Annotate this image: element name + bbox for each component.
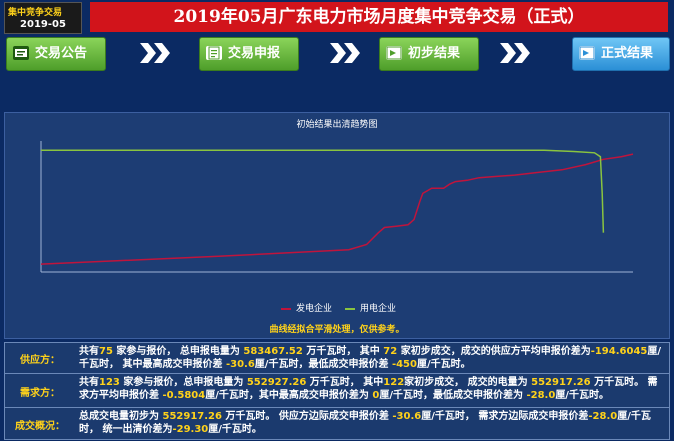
header: 集中竞争交易 2019-05 2019年05月广东电力市场月度集中竞争交易（正式… [0,0,674,34]
chart-title: 初始结果出清趋势图 [296,120,378,130]
summary-text: 万千瓦时。 需求方平均申报价差 [79,377,658,401]
highlight-value: -29.30 [172,424,209,435]
chart-note: 曲线经拟合平滑处理，仅供参考。 [269,325,405,335]
summary-table: 供应方： 共有75 家参与报价， 总申报电量为 583467.52 万千瓦时， … [4,342,670,440]
highlight-value: -28.0 [588,411,618,422]
summary-text: 共有 [79,346,99,357]
chevron-right-icon [330,43,360,63]
row-text: 总成交电量初步为 552917.26 万千瓦时。 供应方边际成交申报价差 -30… [79,410,665,436]
step-label: 交易公告 [35,46,88,61]
step-label: 正式结果 [601,46,654,61]
chevron-right-icon [140,43,170,63]
demand-series-line [41,149,605,233]
summary-text: 总成交电量初步为 [79,411,163,422]
title-bar: 2019年05月广东电力市场月度集中竞争交易（正式） [90,2,668,32]
step-preliminary-result-button[interactable]: 初步结果 [379,37,479,71]
result-icon [386,46,402,60]
chart-panel: 初始结果出清趋势图 发电企业 用电企业 曲线经拟合平滑处理，仅供参考。 [4,112,670,339]
trend-chart [40,141,634,273]
step-label: 初步结果 [408,46,461,61]
badge-date-label: 2019-05 [20,19,66,30]
summary-text: 万千瓦时， 其中 [302,346,384,357]
highlight-value: 552917.26 [531,377,591,388]
summary-row-deal: 成交概况： 总成交电量初步为 552917.26 万千瓦时。 供应方边际成交申报… [5,407,669,440]
badge-top-label: 集中竞争交易 [8,8,63,18]
row-text: 共有75 家参与报价， 总申报电量为 583467.52 万千瓦时， 其中 72… [79,345,665,371]
highlight-value: 72 [383,346,398,357]
result-icon [579,46,595,60]
highlight-value: 583467.52 [243,346,303,357]
step-final-result-button[interactable]: 正式结果 [572,37,670,71]
page-title: 2019年05月广东电力市场月度集中竞争交易（正式） [173,7,585,27]
document-icon [206,46,222,60]
summary-row-demand: 需求方： 共有123 家参与报价，总申报电量为 552927.26 万千瓦时， … [5,373,669,408]
summary-text: 万千瓦时， 其中 [306,377,384,388]
legend-label: 用电企业 [360,304,397,314]
highlight-value: -0.5804 [162,390,206,401]
highlight-value: 552927.26 [246,377,307,388]
highlight-value: 123 [99,377,120,388]
summary-text: 家初步成交，成交的供应方平均申报价差为 [397,346,591,357]
row-label: 供应方： [20,354,60,366]
row-text: 共有123 家参与报价，总申报电量为 552927.26 万千瓦时， 其中122… [79,376,665,402]
summary-text: 厘/千瓦时。 [555,390,609,401]
step-trade-notice-button[interactable]: 交易公告 [6,37,106,71]
summary-text: 厘/千瓦时，最低成交申报价差为 [379,390,527,401]
summary-text: 厘/千瓦时。 [208,424,262,435]
supply-series-line [40,153,634,265]
step-trade-declare-button[interactable]: 交易申报 [199,37,299,71]
highlight-value: 122 [383,377,405,388]
highlight-value: -28.0 [526,390,556,401]
summary-text: 厘/千瓦时，最低成交申报价差 [254,359,392,370]
highlight-value: 552917.26 [162,411,222,422]
summary-text: 厘/千瓦时，其中最高成交申报价差为 [205,390,373,401]
legend-item-demand: 用电企业 [345,301,396,314]
summary-text: 厘/千瓦时， 需求方边际成交申报价差 [421,411,589,422]
notice-icon [13,46,29,60]
summary-text: 厘/千瓦时。 [416,359,471,370]
summary-row-supply: 供应方： 共有75 家参与报价， 总申报电量为 583467.52 万千瓦时， … [5,343,669,373]
row-label: 需求方： [20,387,60,399]
summary-text: 万千瓦时。 供应方边际成交申报价差 [221,411,393,422]
legend-swatch [345,307,355,310]
highlight-value: -30.6 [392,411,422,422]
summary-text: 家参与报价， 总申报电量为 [112,346,244,357]
legend-label: 发电企业 [296,304,333,314]
summary-text: 家初步成交， 成交的电量为 [404,377,532,388]
row-label: 成交概况： [15,420,65,432]
summary-text: 厘/千瓦时， 统一出清价差为 [79,411,651,435]
highlight-value: -30.6 [225,359,255,370]
highlight-value: 75 [99,346,113,357]
highlight-value: -450 [391,359,417,370]
highlight-value: -194.6045 [590,346,648,357]
trade-type-badge: 集中竞争交易 2019-05 [4,2,82,34]
legend-swatch [281,307,291,310]
legend-item-supply: 发电企业 [281,301,332,314]
summary-text: 家参与报价，总申报电量为 [119,377,247,388]
chevron-right-icon [500,43,530,63]
summary-text: 厘/千瓦时， 其中最高成交申报价差 [79,346,662,370]
highlight-value: 0 [372,390,380,401]
summary-text: 共有 [79,377,99,388]
step-label: 交易申报 [228,46,281,61]
